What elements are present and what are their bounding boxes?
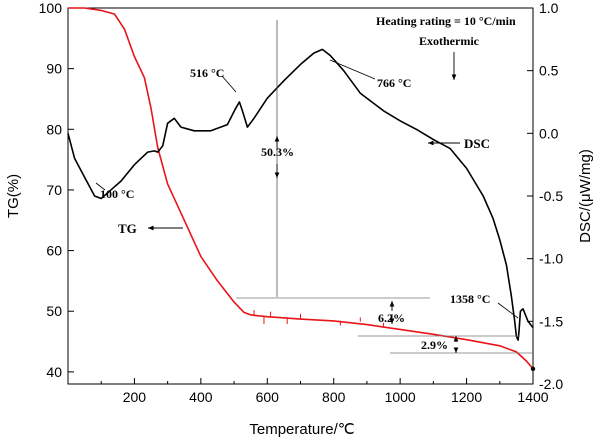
arrow-exothermic-head — [451, 74, 457, 80]
arrow-6-2-down-head — [389, 318, 395, 324]
arrow-2-9-up-head — [453, 336, 459, 342]
y-right-tick-label: 0.0 — [539, 125, 559, 141]
y-right-tick-label: 0.5 — [539, 63, 559, 79]
leader-766c — [329, 59, 376, 80]
x-tick-label: 600 — [256, 389, 280, 405]
x-tick-label: 200 — [123, 389, 147, 405]
y-left-tick-label: 40 — [46, 364, 62, 380]
x-tick-label: 1000 — [385, 389, 416, 405]
x-tick-label: 800 — [322, 389, 346, 405]
series-line-dsc — [67, 48, 534, 341]
annotation-exothermic: Exothermic — [419, 34, 480, 48]
annotation-1358c: 1358 °C — [450, 292, 490, 306]
y-right-tick-label: -0.5 — [539, 188, 563, 204]
leader-100c — [95, 182, 106, 191]
y-left-tick-label: 60 — [46, 243, 62, 259]
x-tick-label: 1200 — [451, 389, 482, 405]
annotation-heating-rate: Heating rating = 10 °C/min — [376, 14, 516, 28]
annotation-loss-2-9: 2.9% — [421, 338, 448, 352]
y-left-tick-label: 70 — [46, 182, 62, 198]
y-left-tick-label: 80 — [46, 121, 62, 137]
annotation-766c: 766 °C — [377, 76, 411, 90]
y-right-tick-label: -1.0 — [539, 251, 563, 267]
annotation-dsc-label: DSC — [464, 136, 490, 151]
y-right-tick-label: -1.5 — [539, 313, 563, 329]
y-right-tick-label: -2.0 — [539, 376, 563, 392]
arrow-50-3-down-head — [274, 172, 280, 178]
x-tick-label: 1400 — [517, 389, 548, 405]
arrow-2-9-down-head — [453, 347, 459, 353]
arrow-50-3-up-head — [274, 136, 280, 142]
annotation-100c: 100 °C — [100, 187, 134, 201]
arrow-6-2-up-head — [389, 301, 395, 307]
y-left-tick-label: 90 — [46, 61, 62, 77]
y-left-tick-label: 100 — [39, 0, 63, 16]
annotation-tg-label: TG — [118, 221, 137, 236]
annotation-516c: 516 °C — [190, 66, 224, 80]
y-axis-left-title: TG(%) — [5, 174, 22, 218]
annotation-loss-6-2: 6.2% — [378, 311, 405, 325]
x-tick-label: 400 — [189, 389, 213, 405]
arrow-tg-label-head — [148, 225, 154, 231]
y-left-tick-label: 50 — [46, 303, 62, 319]
tg-end-point — [530, 366, 536, 372]
x-axis-title: Temperature/℃ — [249, 421, 354, 438]
arrow-dsc-label-head — [428, 140, 434, 146]
y-right-tick-label: 1.0 — [539, 0, 559, 16]
leader-516c — [221, 75, 237, 93]
y-axis-right-title: DSC/(μW/mg) — [577, 149, 594, 243]
leader-1358c — [497, 302, 519, 319]
annotation-loss-50-3: 50.3% — [261, 145, 294, 159]
